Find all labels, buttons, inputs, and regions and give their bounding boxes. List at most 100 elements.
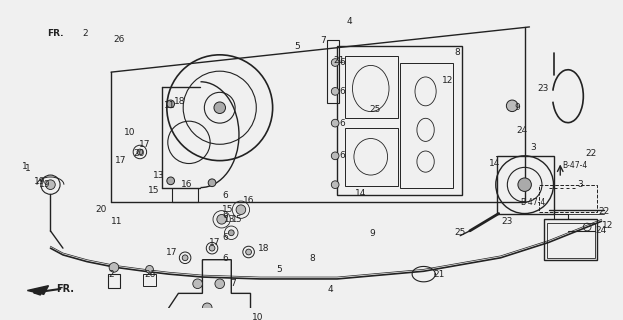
Text: B-47-4: B-47-4 bbox=[562, 161, 587, 170]
Text: 1: 1 bbox=[24, 164, 31, 173]
Text: 23: 23 bbox=[502, 217, 513, 226]
Circle shape bbox=[214, 102, 226, 114]
Circle shape bbox=[331, 88, 339, 95]
Text: 9: 9 bbox=[514, 103, 520, 112]
Text: 13: 13 bbox=[153, 171, 164, 180]
Circle shape bbox=[109, 263, 119, 272]
Text: 17: 17 bbox=[139, 140, 150, 149]
Text: 18: 18 bbox=[258, 244, 270, 253]
Text: 24: 24 bbox=[516, 126, 528, 135]
Circle shape bbox=[208, 179, 216, 187]
Text: 7: 7 bbox=[231, 279, 236, 288]
Text: 26: 26 bbox=[145, 270, 156, 279]
Text: 20: 20 bbox=[95, 205, 107, 214]
Text: 3: 3 bbox=[530, 143, 536, 152]
Text: 19: 19 bbox=[34, 177, 45, 186]
Text: 12: 12 bbox=[602, 220, 613, 229]
Text: 10: 10 bbox=[252, 313, 264, 320]
Bar bbox=[539, 185, 597, 212]
Text: 4: 4 bbox=[347, 17, 353, 26]
Text: 22: 22 bbox=[586, 149, 597, 158]
Text: 25: 25 bbox=[454, 228, 466, 237]
Text: 11: 11 bbox=[164, 101, 176, 110]
Text: 24: 24 bbox=[595, 226, 606, 235]
Text: 18: 18 bbox=[174, 97, 185, 106]
Text: 3: 3 bbox=[578, 180, 583, 189]
Circle shape bbox=[137, 149, 143, 155]
Text: 7: 7 bbox=[320, 36, 326, 45]
Circle shape bbox=[182, 255, 188, 261]
Text: 8: 8 bbox=[454, 48, 460, 57]
Circle shape bbox=[209, 245, 215, 251]
Circle shape bbox=[167, 100, 174, 108]
Bar bbox=[345, 56, 397, 118]
Bar bbox=[399, 62, 452, 188]
Circle shape bbox=[167, 177, 174, 185]
Text: 25: 25 bbox=[369, 105, 381, 114]
Circle shape bbox=[506, 100, 518, 112]
Circle shape bbox=[331, 59, 339, 66]
Bar bbox=[547, 223, 595, 258]
Circle shape bbox=[331, 152, 339, 160]
Circle shape bbox=[229, 317, 238, 320]
Circle shape bbox=[245, 249, 252, 255]
Circle shape bbox=[215, 279, 224, 289]
Bar bbox=[328, 40, 339, 103]
Text: 1: 1 bbox=[22, 162, 28, 171]
Circle shape bbox=[193, 279, 202, 289]
Bar bbox=[497, 156, 554, 213]
Text: 20: 20 bbox=[133, 149, 145, 158]
Text: 6: 6 bbox=[339, 58, 345, 67]
Text: 10: 10 bbox=[124, 128, 135, 137]
Text: 26: 26 bbox=[114, 35, 125, 44]
Text: 22: 22 bbox=[599, 207, 610, 216]
Text: 6: 6 bbox=[339, 151, 345, 160]
Text: 21: 21 bbox=[433, 270, 445, 279]
Circle shape bbox=[202, 303, 212, 313]
Circle shape bbox=[229, 230, 234, 236]
Bar bbox=[544, 219, 597, 260]
Text: 16: 16 bbox=[243, 196, 254, 204]
Text: 15: 15 bbox=[148, 186, 159, 195]
Text: 8: 8 bbox=[310, 254, 315, 263]
Text: 17: 17 bbox=[166, 247, 178, 257]
Text: 6: 6 bbox=[339, 87, 345, 96]
Circle shape bbox=[518, 178, 531, 191]
Text: 15: 15 bbox=[222, 205, 233, 214]
Circle shape bbox=[45, 180, 55, 189]
Text: 19: 19 bbox=[39, 180, 50, 189]
Text: 23: 23 bbox=[537, 84, 548, 93]
Text: 5: 5 bbox=[295, 42, 300, 51]
Text: 6: 6 bbox=[223, 211, 229, 220]
Text: 2: 2 bbox=[82, 29, 88, 38]
Text: 14: 14 bbox=[354, 189, 366, 198]
Circle shape bbox=[236, 205, 245, 214]
Text: 17: 17 bbox=[209, 238, 221, 247]
Text: 12: 12 bbox=[442, 76, 453, 84]
Text: 11: 11 bbox=[111, 217, 122, 226]
Text: FR.: FR. bbox=[47, 29, 64, 38]
Bar bbox=[337, 46, 462, 195]
Text: 4: 4 bbox=[328, 285, 333, 294]
Circle shape bbox=[217, 214, 227, 224]
Text: 6: 6 bbox=[223, 254, 229, 263]
Text: 13: 13 bbox=[224, 215, 235, 224]
Text: 16: 16 bbox=[181, 180, 193, 189]
Bar bbox=[345, 128, 397, 186]
Bar bbox=[143, 274, 156, 286]
Text: 6: 6 bbox=[223, 191, 229, 200]
Circle shape bbox=[146, 266, 153, 273]
Circle shape bbox=[331, 119, 339, 127]
Text: 9: 9 bbox=[369, 229, 375, 238]
Text: B-47-4: B-47-4 bbox=[521, 198, 546, 207]
Text: 6: 6 bbox=[223, 233, 229, 242]
Text: FR.: FR. bbox=[56, 284, 74, 293]
Text: 14: 14 bbox=[489, 159, 500, 168]
Text: 15: 15 bbox=[231, 215, 242, 224]
Text: 5: 5 bbox=[277, 265, 282, 274]
Polygon shape bbox=[27, 286, 49, 294]
Bar bbox=[108, 274, 120, 288]
Circle shape bbox=[331, 181, 339, 188]
Text: 17: 17 bbox=[115, 156, 126, 164]
Text: 6: 6 bbox=[339, 119, 345, 128]
